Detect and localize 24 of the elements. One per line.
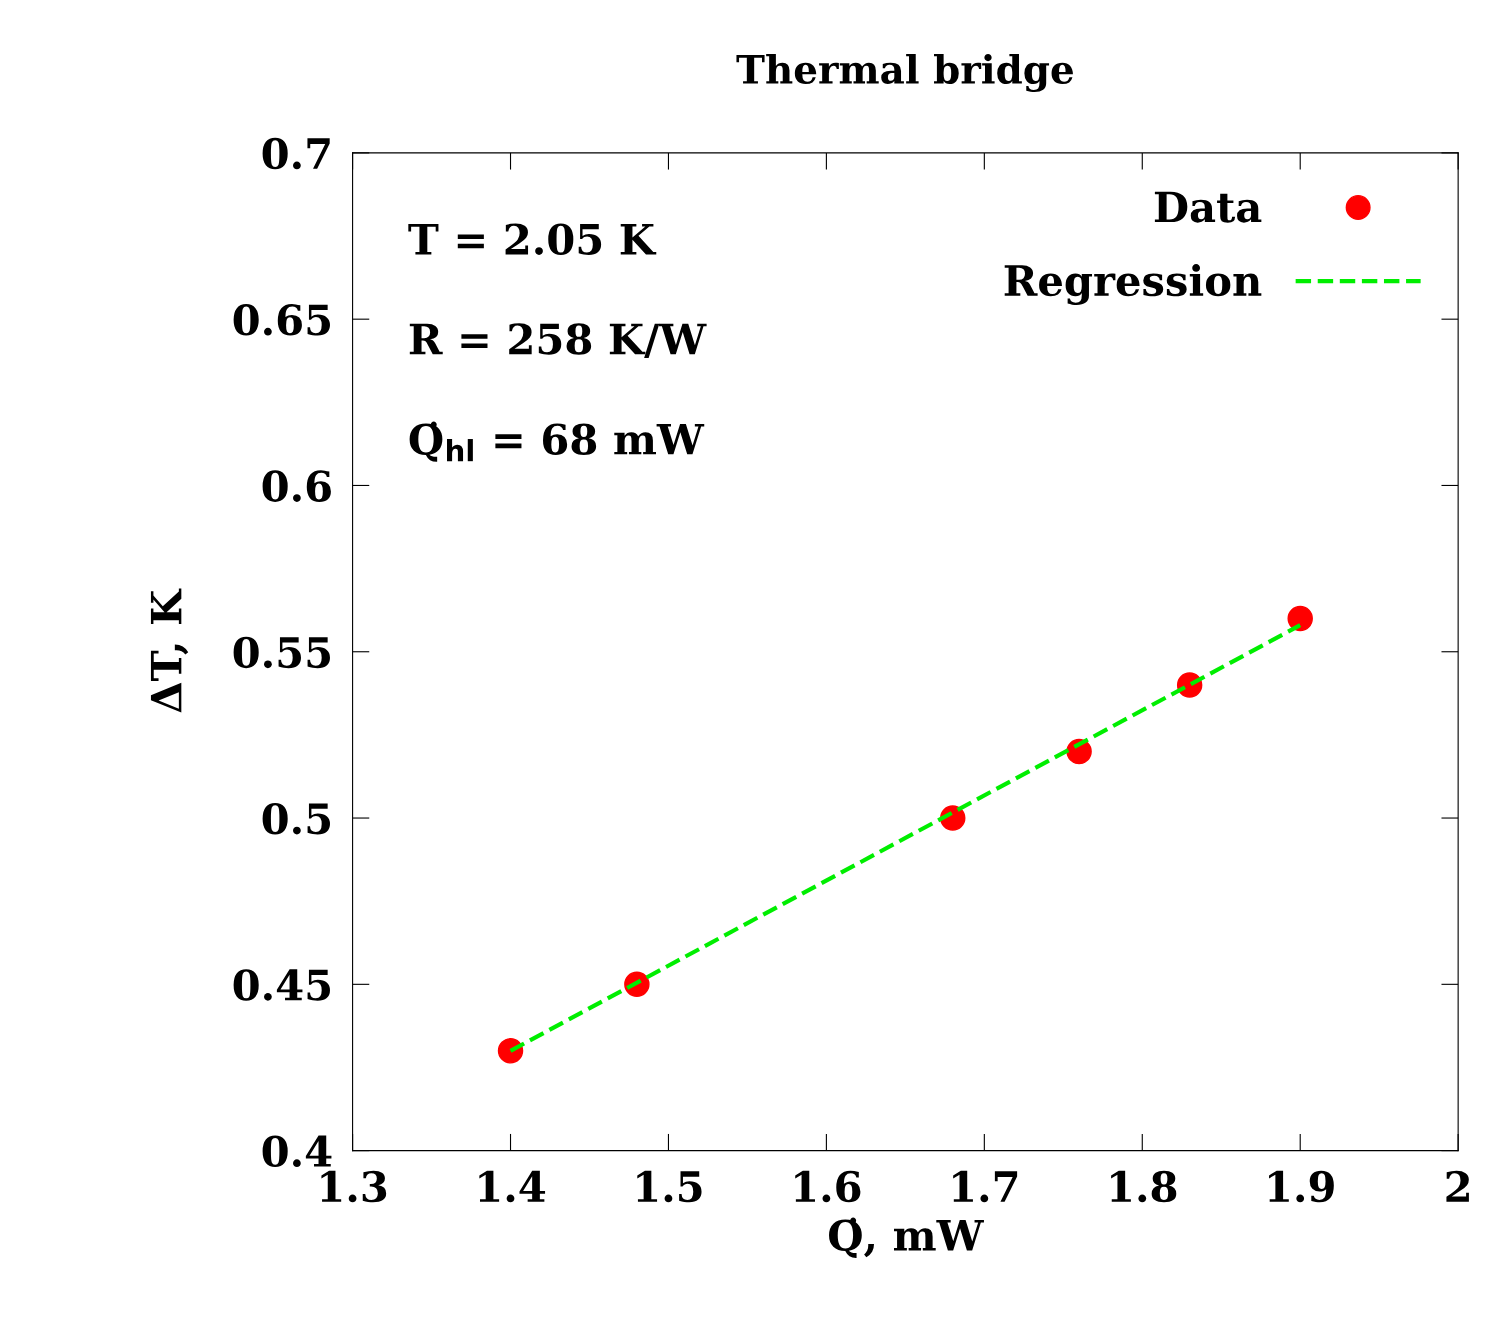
x-tick-label: 1.8 xyxy=(1111,1170,1177,1203)
y-tick-label: 0.45 xyxy=(233,969,330,1001)
x-tick-label: 1.9 xyxy=(1269,1170,1334,1203)
annotation: T = 2.05 K xyxy=(408,223,657,255)
y-axis-title: ΔT, K xyxy=(150,588,189,713)
x-tick-label: 1.6 xyxy=(795,1170,861,1203)
y-tick-label: 0.5 xyxy=(262,802,330,835)
x-tick-label: 1.5 xyxy=(637,1170,702,1203)
y-tick-label: 0.4 xyxy=(262,1135,332,1168)
annotation: Q̇$_{hl}$ = 68 mW xyxy=(409,421,705,462)
x-tick-label: 1.7 xyxy=(953,1170,1018,1203)
x-tick-label: 2 xyxy=(1446,1170,1469,1202)
legend-label: Regression xyxy=(1004,264,1262,305)
y-tick-label: 0.7 xyxy=(262,137,330,170)
annotation: R = 258 K/W xyxy=(409,323,707,359)
x-tick-label: 1.4 xyxy=(479,1170,546,1203)
x-axis-title: Q̇, mW xyxy=(829,1217,984,1258)
y-tick-label: 0.65 xyxy=(233,304,330,336)
y-tick-label: 0.6 xyxy=(262,470,331,502)
y-tick-label: 0.55 xyxy=(233,636,330,669)
x-tick-label: 1.3 xyxy=(321,1170,387,1203)
point xyxy=(1287,605,1313,632)
chart-title: Thermal bridge xyxy=(736,53,1073,93)
legend-label: Data xyxy=(1154,191,1262,223)
